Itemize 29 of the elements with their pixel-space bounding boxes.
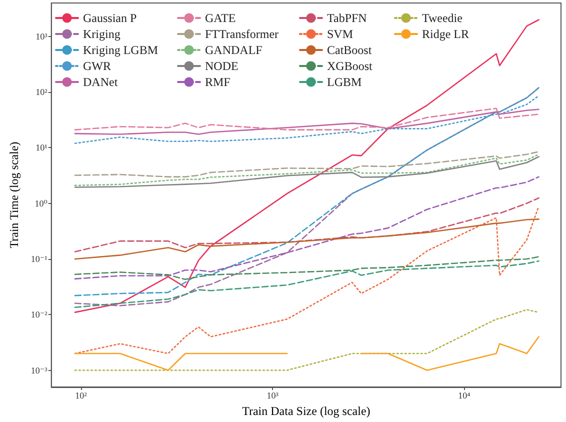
legend-label: Tweedie — [422, 11, 462, 25]
x-tick-label: 10³ — [266, 390, 279, 400]
y-axis-title: Train Time (log scale) — [7, 142, 21, 248]
legend-label: TabPFN — [327, 11, 368, 25]
legend-label: NODE — [205, 59, 238, 73]
legend-label: DANet — [83, 75, 118, 89]
legend-label: Gaussian P — [83, 11, 137, 25]
y-tick-label: 10⁻¹ — [30, 254, 48, 264]
x-tick-label: 10⁴ — [458, 390, 470, 400]
y-tick-label: 10³ — [36, 31, 48, 42]
legend-label: FTTransformer — [205, 27, 279, 41]
legend-label: GANDALF — [205, 43, 263, 57]
legend-label: Kriging — [83, 27, 120, 41]
y-tick-label: 10¹ — [36, 142, 48, 153]
legend-label: RMF — [205, 75, 231, 89]
y-tick-label: 10⁻² — [30, 310, 48, 320]
legend-label: Ridge LR — [422, 27, 469, 41]
y-tick-label: 10⁰ — [34, 198, 48, 208]
legend-label: XGBoost — [327, 59, 374, 73]
legend-label: CatBoost — [327, 43, 372, 57]
legend-label: GWR — [83, 59, 111, 73]
legend-label: SVM — [327, 27, 354, 41]
x-tick-label: 10² — [75, 390, 88, 400]
x-axis-title: Train Data Size (log scale) — [242, 404, 370, 418]
legend-label: LGBM — [327, 75, 362, 89]
y-tick-label: 10⁻³ — [30, 365, 48, 376]
legend-label: GATE — [205, 11, 236, 25]
y-tick-label: 10² — [36, 87, 48, 98]
legend-label: Kriging LGBM — [83, 43, 158, 57]
